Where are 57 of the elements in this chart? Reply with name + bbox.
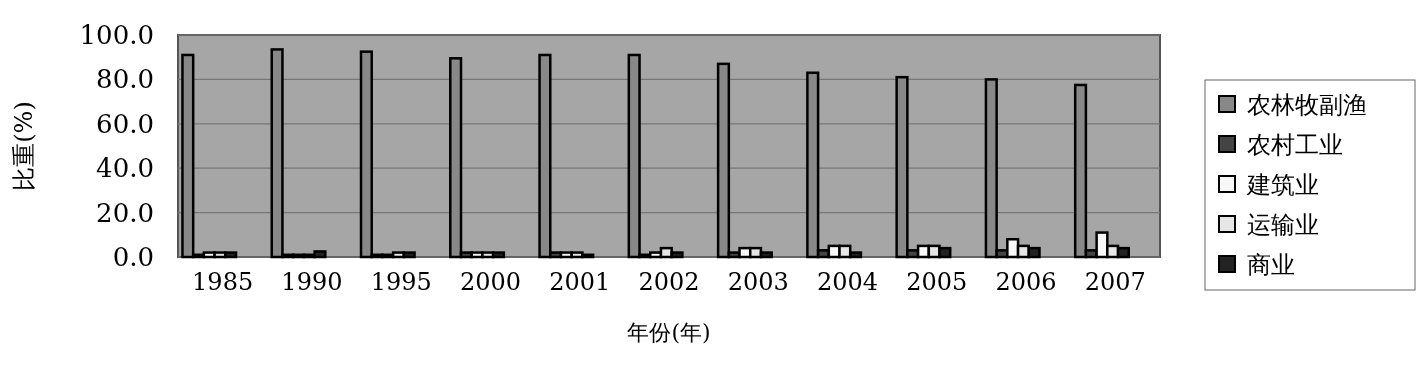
bar <box>938 246 952 259</box>
bar <box>895 75 909 259</box>
bar <box>848 251 863 259</box>
bar <box>649 251 663 259</box>
x-tick-label: 2004 <box>817 268 879 296</box>
bar <box>759 251 773 259</box>
bar <box>1116 246 1130 259</box>
x-tick-label: 2005 <box>906 268 968 296</box>
y-tick-label: 20.0 <box>96 197 154 228</box>
bar <box>806 71 820 259</box>
y-tick-label: 80.0 <box>96 64 154 95</box>
x-tick-label: 1995 <box>370 268 432 296</box>
y-tick-label: 100.0 <box>79 20 154 50</box>
bar <box>213 251 227 259</box>
bar <box>538 53 552 259</box>
bar <box>748 246 763 259</box>
x-tick-label: 1985 <box>192 268 254 296</box>
bar <box>1095 231 1109 259</box>
bar <box>181 53 195 259</box>
legend-label: 建筑业 <box>1246 171 1319 199</box>
x-tick-label: 2003 <box>727 268 789 296</box>
bar <box>570 251 584 259</box>
y-axis-title: 比重(%) <box>10 101 38 191</box>
legend-label: 农村工业 <box>1247 131 1343 159</box>
bar <box>984 78 998 259</box>
y-tick-label: 60.0 <box>96 108 154 139</box>
x-axis-title: 年份(年) <box>627 320 711 345</box>
bar <box>481 251 495 259</box>
bar <box>670 251 684 259</box>
x-tick-label: 2006 <box>995 268 1057 296</box>
bar <box>549 251 563 259</box>
bar <box>391 251 406 259</box>
x-tick-label: 2001 <box>549 268 611 296</box>
bar <box>627 53 641 259</box>
y-tick-label: 40.0 <box>96 153 154 184</box>
x-tick-label: 2000 <box>459 268 521 296</box>
bar <box>313 250 327 259</box>
y-tick-label: 0.0 <box>112 242 154 272</box>
bar <box>1006 237 1020 259</box>
bar <box>838 244 852 259</box>
bar <box>359 50 373 259</box>
bar <box>491 251 506 259</box>
x-tick-label: 2007 <box>1084 268 1146 296</box>
bar <box>1027 246 1041 259</box>
legend-label: 农林牧副渔 <box>1247 91 1367 119</box>
x-tick-label: 1990 <box>281 268 343 296</box>
bar <box>1073 83 1088 259</box>
bar <box>402 251 416 259</box>
legend-label: 运输业 <box>1247 211 1319 239</box>
bar <box>470 251 484 259</box>
bar <box>449 57 463 259</box>
bar <box>581 253 595 259</box>
bar <box>270 48 284 259</box>
bar <box>224 251 238 259</box>
legend-label: 商业 <box>1247 251 1295 279</box>
bar <box>716 62 731 259</box>
x-tick-label: 2002 <box>638 268 700 296</box>
